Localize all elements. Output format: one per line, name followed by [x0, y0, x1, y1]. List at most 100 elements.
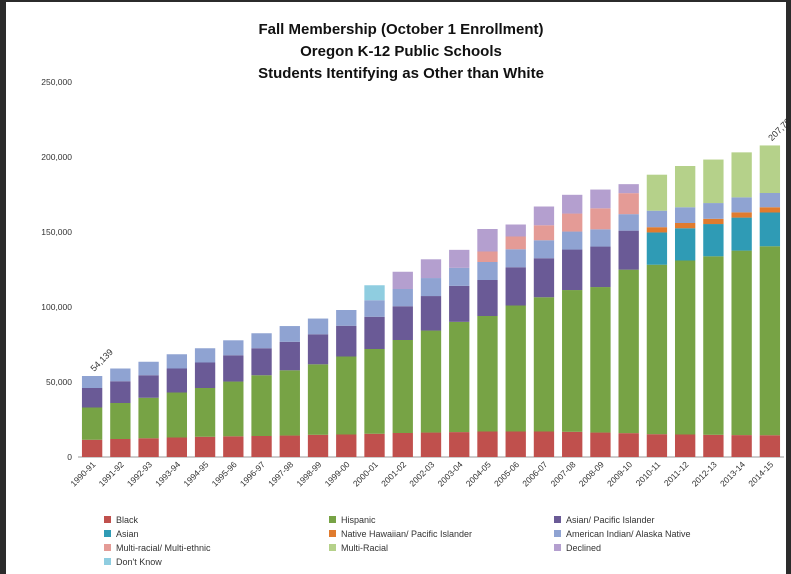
legend-swatch	[554, 516, 561, 523]
bar-segment	[505, 431, 526, 457]
bar-segment	[759, 193, 781, 208]
bar-segment	[505, 249, 526, 268]
bar-segment	[618, 193, 639, 215]
bar-segment	[646, 174, 668, 211]
x-tick-label: 2006-07	[520, 459, 549, 488]
bar-segment	[364, 285, 385, 301]
x-tick-label: 1990-91	[68, 459, 97, 488]
bar-segment	[562, 213, 583, 232]
bar-segment	[392, 271, 413, 289]
bar-segment	[618, 214, 639, 231]
legend-swatch	[329, 516, 336, 523]
bars	[81, 145, 781, 457]
bar-segment	[759, 435, 781, 457]
x-tick-label: 2004-05	[464, 459, 493, 488]
bar-segment	[759, 246, 781, 436]
bar-segment	[505, 267, 526, 306]
bar-segment	[703, 203, 724, 219]
bar-segment	[562, 249, 583, 291]
bar-segment	[81, 439, 103, 457]
bar-segment	[194, 436, 216, 457]
bar-segment	[166, 392, 187, 438]
bar-segment	[703, 224, 724, 257]
x-tick-label: 1991-92	[97, 459, 126, 488]
bar-segment	[138, 375, 159, 398]
bar-segment	[731, 435, 752, 457]
x-tick-label: 2008-09	[577, 459, 606, 488]
chart-title-line-3: Students Itentifying as Other than White	[258, 65, 544, 82]
bar-segment	[81, 376, 103, 388]
chart-frame: Fall Membership (October 1 Enrollment) O…	[6, 2, 786, 574]
chart-title-line-1: Fall Membership (October 1 Enrollment)	[258, 21, 543, 38]
bar-segment	[307, 318, 329, 335]
bar-segment	[307, 434, 329, 457]
x-tick-label: 1992-93	[125, 459, 154, 488]
x-tick-label: 2007-08	[548, 459, 577, 488]
bar-segment	[166, 437, 187, 457]
x-tick-label: 2012-13	[690, 459, 719, 488]
bar-segment	[477, 280, 498, 316]
bar-segment	[731, 250, 752, 436]
bar-segment	[590, 189, 611, 209]
bar-segment	[81, 407, 103, 440]
stacked-bar-chart: Fall Membership (October 1 Enrollment) O…	[41, 21, 786, 567]
bar-segment	[703, 434, 724, 457]
bar-segment	[590, 432, 611, 457]
bar-segment	[674, 223, 696, 229]
bar-segment	[279, 341, 300, 371]
data-label: 207,702	[766, 113, 786, 143]
bar-segment	[392, 433, 413, 457]
legend-swatch	[104, 544, 111, 551]
x-tick-label: 1993-94	[153, 459, 182, 488]
bar-segment	[505, 236, 526, 250]
bar-segment	[759, 207, 781, 213]
legend: Black Hispanic Asian/ Pacific Islander Asia…	[104, 515, 691, 567]
bar-segment	[166, 354, 187, 369]
legend-swatch	[329, 544, 336, 551]
bar-segment	[251, 375, 272, 436]
bar-segment	[674, 166, 696, 208]
x-tick-label: 2010-11	[634, 459, 663, 488]
bar-segment	[138, 397, 159, 439]
bar-segment	[420, 296, 442, 331]
y-tick-label: 250,000	[41, 77, 72, 87]
bar-segment	[646, 232, 668, 265]
chart-title-line-2: Oregon K-12 Public Schools	[300, 43, 502, 60]
bar-segment	[590, 229, 611, 247]
bar-segment	[449, 249, 470, 268]
bar-segment	[420, 259, 442, 279]
bar-segment	[449, 321, 470, 433]
x-tick-label: 2001-02	[379, 459, 408, 488]
legend-swatch	[104, 530, 111, 537]
bar-segment	[674, 228, 696, 261]
bar-segment	[731, 212, 752, 218]
chart-title: Fall Membership (October 1 Enrollment) O…	[258, 21, 544, 82]
y-tick-label: 50,000	[46, 377, 72, 387]
bar-segment	[646, 210, 668, 228]
bar-segment	[646, 227, 668, 233]
bar-segment	[194, 362, 216, 388]
bar-segment	[674, 434, 696, 457]
bar-segment	[477, 251, 498, 262]
bar-segment	[81, 388, 103, 408]
y-tick-label: 0	[67, 452, 72, 462]
bar-segment	[533, 431, 555, 457]
x-tick-label: 1994-95	[181, 459, 210, 488]
bar-segment	[279, 435, 300, 457]
x-tick-label: 2009-10	[605, 459, 634, 488]
bar-segment	[562, 431, 583, 457]
bar-segment	[646, 264, 668, 435]
bar-segment	[731, 152, 752, 198]
legend-label: Declined	[566, 543, 601, 553]
bar-segment	[223, 381, 244, 437]
bar-segment	[505, 305, 526, 432]
x-tick-label: 2000-01	[351, 459, 380, 488]
bar-segment	[674, 207, 696, 223]
bar-segment	[364, 300, 385, 317]
x-tick-label: 1999-00	[323, 459, 352, 488]
legend-label: Multi-racial/ Multi-ethnic	[116, 543, 211, 553]
legend-swatch	[554, 544, 561, 551]
bar-segment	[562, 231, 583, 250]
bar-segment	[533, 206, 555, 226]
bar-segment	[703, 218, 724, 225]
